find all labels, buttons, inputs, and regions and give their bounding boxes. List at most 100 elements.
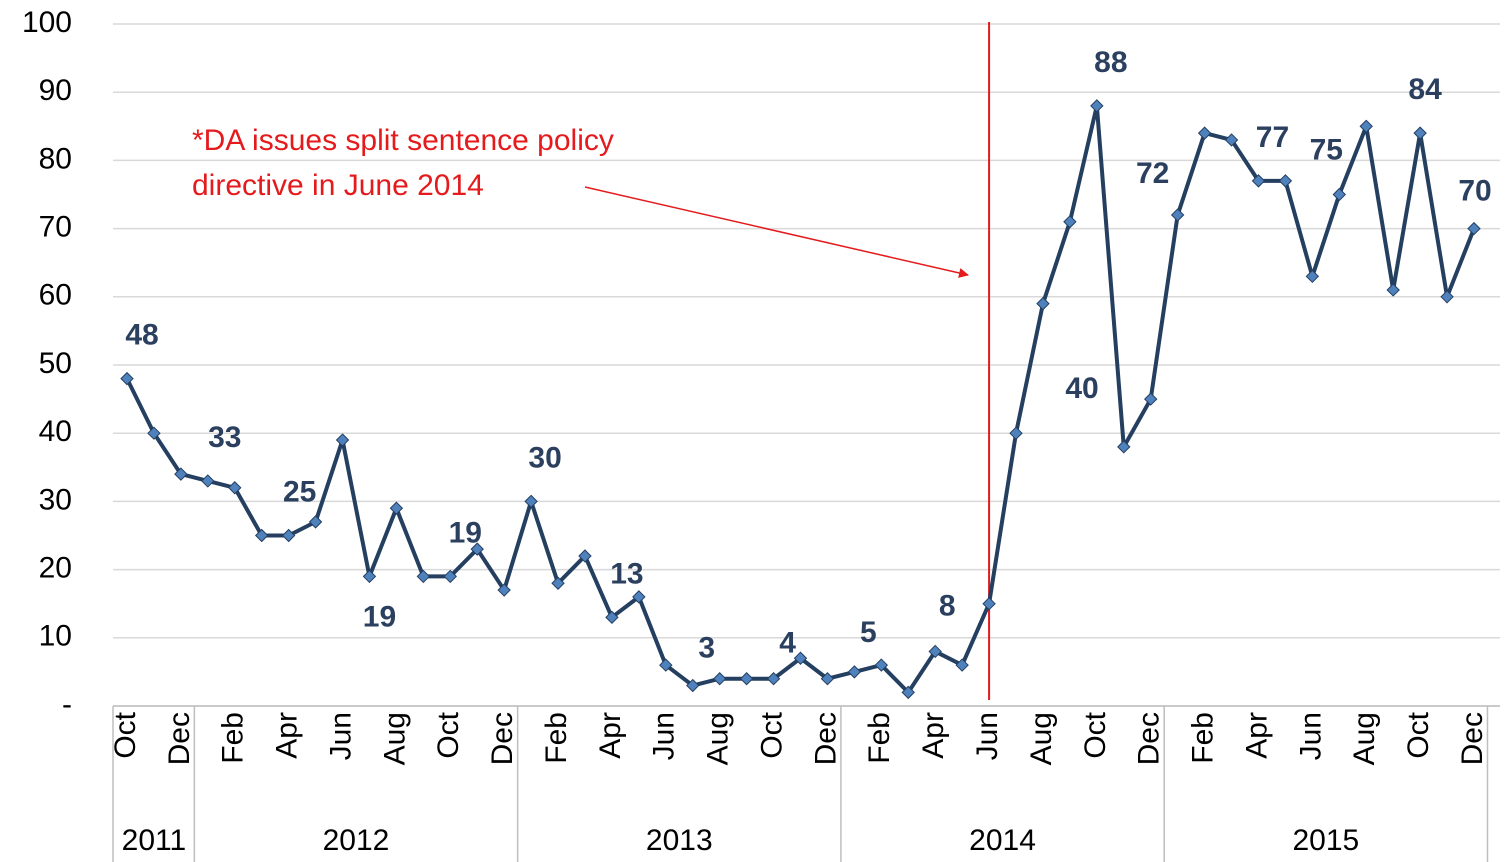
y-tick-label: 60	[39, 279, 72, 312]
marker	[874, 658, 889, 672]
marker	[120, 371, 134, 386]
marker	[1144, 392, 1158, 406]
y-tick-label: 90	[39, 74, 72, 107]
data-label: 72	[1136, 157, 1169, 190]
data-label: 13	[610, 557, 643, 590]
x-tick-label: Oct	[109, 711, 142, 758]
data-label: 4	[779, 627, 796, 660]
x-tick-label: Jun	[324, 712, 357, 760]
x-tick-label: Dec	[486, 712, 519, 765]
year-label: 2011	[122, 824, 187, 857]
marker	[201, 474, 215, 488]
y-tick-label: 20	[39, 552, 72, 585]
data-label: 75	[1310, 133, 1343, 166]
annotation: *DA issues split sentence policy	[192, 124, 614, 157]
annotation: directive in June 2014	[192, 169, 484, 202]
data-label: 40	[1065, 372, 1098, 405]
marker	[820, 672, 835, 686]
year-label: 2012	[323, 824, 390, 857]
x-tick-label: Feb	[540, 712, 573, 764]
year-label: 2013	[646, 824, 713, 857]
marker	[1359, 119, 1373, 134]
x-tick-label: Oct	[755, 711, 788, 758]
data-label: 84	[1408, 73, 1442, 106]
marker	[1090, 99, 1104, 113]
marker	[766, 672, 781, 686]
x-tick-label: Feb	[863, 712, 896, 764]
marker	[497, 583, 511, 597]
marker	[955, 658, 969, 672]
y-tick-label: 30	[39, 483, 72, 516]
marker	[847, 665, 862, 679]
x-tick-label: Aug	[378, 712, 411, 765]
y-tick-label: 40	[39, 415, 72, 448]
marker	[362, 569, 377, 584]
year-label: 2015	[1292, 824, 1359, 857]
x-tick-label: Oct	[1079, 711, 1112, 758]
data-label: 3	[698, 631, 715, 664]
marker	[686, 678, 700, 693]
x-tick-label: Aug	[1348, 712, 1381, 765]
x-tick-label: Aug	[1025, 712, 1058, 765]
marker	[1440, 290, 1454, 304]
y-tick-label: 50	[39, 347, 72, 380]
x-tick-label: Jun	[648, 712, 681, 760]
marker	[389, 501, 404, 515]
x-tick-label: Feb	[217, 712, 250, 764]
data-label: 88	[1094, 46, 1127, 79]
data-label: 8	[939, 589, 956, 622]
y-tick-label: 70	[39, 211, 72, 244]
marker	[524, 494, 538, 509]
marker	[1413, 126, 1427, 140]
marker	[1251, 174, 1266, 188]
x-tick-label: Feb	[1187, 712, 1220, 764]
x-tick-label: Dec	[1456, 712, 1489, 765]
marker	[659, 658, 673, 672]
data-label: 48	[125, 319, 158, 352]
marker	[1170, 208, 1185, 222]
y-tick-label: 10	[39, 620, 72, 653]
marker	[174, 467, 188, 481]
x-tick-label: Oct	[1402, 711, 1435, 758]
marker	[632, 590, 646, 604]
marker	[147, 426, 161, 440]
x-tick-label: Apr	[271, 712, 304, 759]
marker	[1332, 187, 1347, 202]
x-tick-label: Aug	[702, 712, 735, 765]
x-tick-label: Dec	[1133, 712, 1166, 765]
marker	[443, 569, 457, 584]
marker	[793, 651, 808, 665]
marker	[1278, 174, 1293, 188]
marker	[901, 685, 915, 700]
marker	[982, 596, 996, 611]
data-label: 30	[528, 441, 561, 474]
annotation-arrow	[584, 186, 969, 278]
year-label: 2014	[969, 824, 1036, 857]
marker	[1467, 221, 1481, 236]
marker	[739, 672, 754, 686]
marker	[1036, 296, 1050, 311]
marker	[308, 515, 323, 529]
data-label: 19	[363, 600, 396, 633]
marker	[1386, 283, 1400, 297]
marker	[928, 644, 942, 659]
marker	[1197, 126, 1212, 140]
x-tick-label: Apr	[917, 712, 950, 759]
x-tick-label: Jun	[1294, 712, 1327, 760]
y-tick-label: 80	[39, 142, 72, 175]
marker	[254, 528, 269, 543]
x-tick-label: Dec	[809, 712, 842, 765]
x-tick-label: Apr	[1240, 712, 1273, 759]
marker	[228, 481, 242, 495]
data-label: 77	[1256, 121, 1289, 154]
marker	[416, 569, 431, 584]
marker	[470, 542, 484, 556]
marker	[1305, 269, 1320, 284]
x-tick-label: Apr	[594, 712, 627, 759]
data-label: 70	[1458, 175, 1491, 208]
marker	[578, 549, 592, 563]
data-label: 33	[208, 421, 241, 454]
marker	[335, 433, 350, 447]
data-label: 25	[283, 475, 316, 508]
